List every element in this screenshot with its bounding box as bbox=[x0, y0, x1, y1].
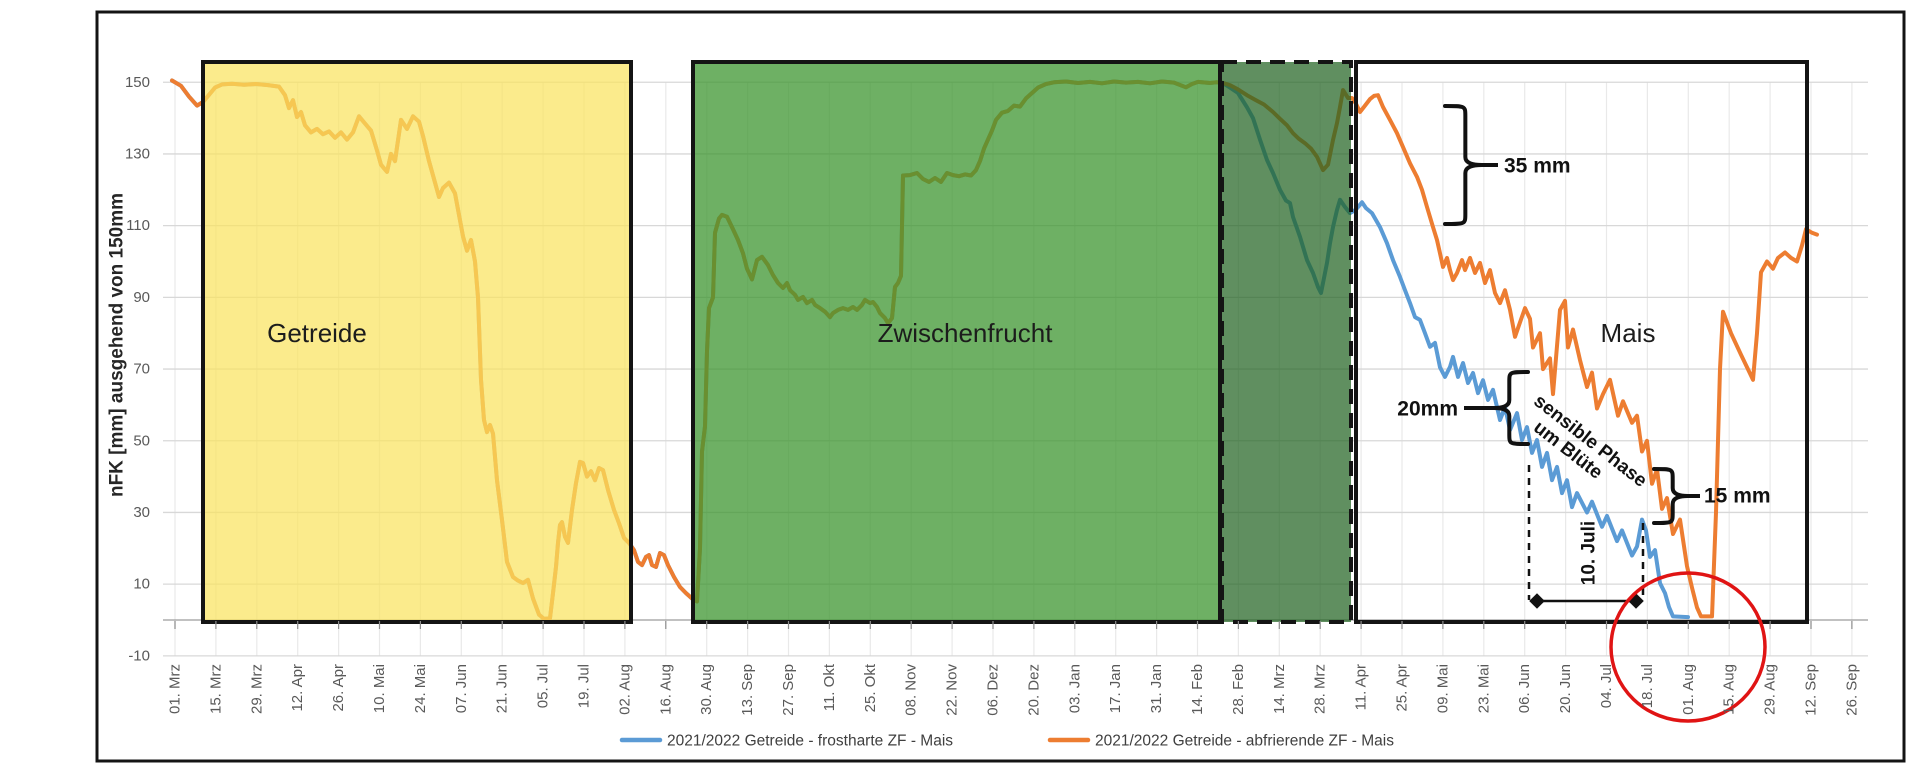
x-tick-label: 16. Aug bbox=[657, 664, 674, 715]
y-tick-label: 30 bbox=[133, 504, 150, 521]
x-tick-label: 27. Sep bbox=[780, 664, 797, 716]
phase-label-zwischenfrucht: Zwischenfrucht bbox=[878, 318, 1054, 348]
x-tick-label: 05. Jul bbox=[535, 664, 552, 708]
x-tick-label: 24. Mai bbox=[412, 664, 429, 713]
annotation-35mm-label: 35 mm bbox=[1504, 155, 1571, 178]
x-tick-label: 12. Apr bbox=[289, 664, 306, 712]
x-tick-label: 15. Aug bbox=[1721, 664, 1738, 715]
x-tick-label: 20. Jun bbox=[1557, 664, 1574, 713]
x-tick-label: 11. Okt bbox=[821, 663, 838, 711]
phase-box-border-mais bbox=[1354, 60, 1809, 624]
x-tick-label: 25. Apr bbox=[1394, 664, 1411, 712]
x-tick-label: 28. Feb bbox=[1230, 664, 1247, 715]
phase-box-border-getreide bbox=[201, 60, 633, 624]
x-tick-label: 19. Jul bbox=[576, 664, 593, 708]
phase-box-fill-zwischenfrucht bbox=[693, 62, 1220, 622]
legend-label: 2021/2022 Getreide - frostharte ZF - Mai… bbox=[667, 733, 953, 750]
x-tick-label: 09. Mai bbox=[1434, 664, 1451, 713]
x-tick-label: 01. Aug bbox=[1680, 664, 1697, 715]
x-tick-label: 13. Sep bbox=[739, 664, 756, 716]
x-tick-label: 04. Jul bbox=[1598, 664, 1615, 708]
legend: 2021/2022 Getreide - frostharte ZF - Mai… bbox=[619, 733, 1394, 750]
x-tick-label: 23. Mai bbox=[1475, 664, 1492, 713]
x-tick-label: 25. Okt bbox=[862, 663, 879, 712]
x-tick-label: 03. Jan bbox=[1066, 664, 1083, 713]
x-tick-label: 18. Jul bbox=[1639, 664, 1656, 708]
phase-box-fill-getreide bbox=[203, 62, 631, 622]
legend-item: 2021/2022 Getreide - abfrierende ZF - Ma… bbox=[1047, 733, 1394, 750]
x-tick-label: 08. Nov bbox=[903, 664, 920, 716]
y-tick-label: 70 bbox=[133, 361, 150, 378]
x-tick-label: 06. Jun bbox=[1516, 664, 1533, 713]
x-tick-label: 29. Mrz bbox=[248, 664, 265, 714]
x-tick-label: 10. Mai bbox=[371, 664, 388, 713]
x-tick-label: 17. Jan bbox=[1107, 664, 1124, 713]
x-tick-label: 11. Apr bbox=[1353, 664, 1370, 710]
x-tick-label: 26. Sep bbox=[1843, 664, 1860, 716]
x-tick-label: 21. Jun bbox=[494, 664, 511, 713]
phase-box-fill-uebergang bbox=[1222, 62, 1351, 622]
x-tick-label: 28. Mrz bbox=[1312, 664, 1329, 714]
y-tick-label: -10 bbox=[128, 647, 150, 664]
x-tick-label: 30. Aug bbox=[698, 664, 715, 715]
x-tick-label: 31. Jan bbox=[1148, 664, 1165, 713]
x-tick-label: 01. Mrz bbox=[167, 664, 184, 714]
x-tick-label: 15. Mrz bbox=[207, 664, 224, 714]
annotation-20mm-label: 20mm bbox=[1397, 398, 1458, 421]
x-tick-label: 20. Dez bbox=[1025, 664, 1042, 716]
y-tick-label: 110 bbox=[126, 217, 150, 234]
red-circle-annotation bbox=[1609, 571, 1767, 723]
x-tick-label: 14. Mrz bbox=[1271, 664, 1288, 714]
x-tick-label: 22. Nov bbox=[944, 664, 961, 716]
x-tick-label: 29. Aug bbox=[1762, 664, 1779, 715]
phase-label-mais: Mais bbox=[1601, 318, 1656, 348]
july-marker-diamond bbox=[1529, 593, 1545, 609]
y-tick-label: 130 bbox=[125, 145, 150, 162]
x-tick-label: 07. Jun bbox=[453, 664, 470, 713]
phase-box-border-zwischenfrucht bbox=[691, 60, 1222, 624]
y-tick-label: 90 bbox=[133, 289, 150, 306]
legend-item: 2021/2022 Getreide - frostharte ZF - Mai… bbox=[619, 733, 953, 750]
x-tick-label: 12. Sep bbox=[1803, 664, 1820, 716]
x-tick-label: 02. Aug bbox=[616, 664, 633, 715]
legend-label: 2021/2022 Getreide - abfrierende ZF - Ma… bbox=[1095, 733, 1394, 750]
phase-label-getreide: Getreide bbox=[267, 318, 367, 348]
annotation-15mm-label: 15 mm bbox=[1704, 485, 1771, 508]
y-tick-label: 150 bbox=[125, 74, 150, 91]
y-tick-label: 10 bbox=[133, 576, 150, 593]
x-tick-label: 26. Apr bbox=[330, 664, 347, 712]
phase-box-border-uebergang bbox=[1220, 60, 1353, 624]
y-tick-label: 50 bbox=[133, 432, 150, 449]
july-marker-label: 10. Juli bbox=[1579, 521, 1600, 585]
x-tick-label: 14. Feb bbox=[1189, 664, 1206, 715]
x-tick-label: 06. Dez bbox=[985, 664, 1002, 716]
y-axis-title: nFK [mm] ausgehend von 150mm bbox=[107, 193, 128, 497]
outer-border bbox=[95, 10, 1906, 763]
